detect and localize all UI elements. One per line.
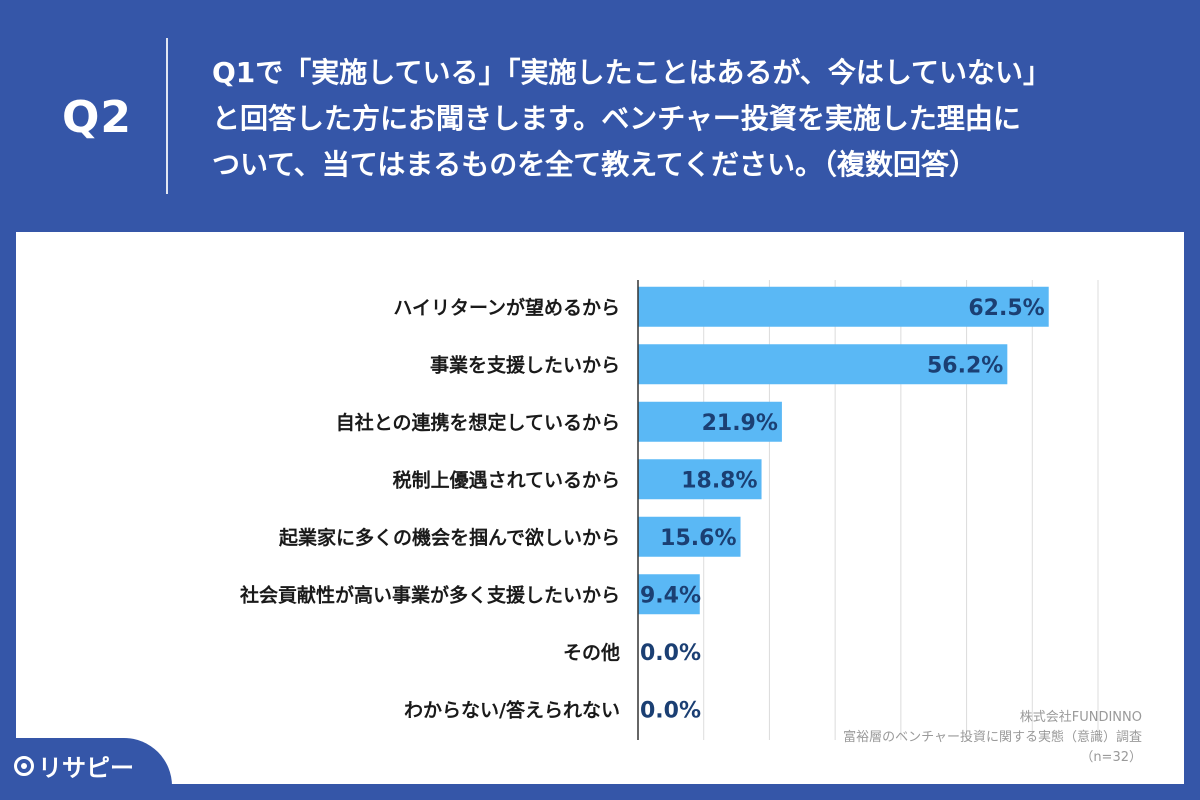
question-text: Q1で「実施している」「実施したことはあるが、今はしていない」 と回答した方にお… <box>212 50 1172 188</box>
question-header: Q2 Q1で「実施している」「実施したことはあるが、今はしていない」 と回答した… <box>0 0 1200 232</box>
header-divider <box>166 38 168 194</box>
bar-chart: ハイリターンが望めるから 62.5% 事業を支援したいから 56.2% 自社との連携を想… <box>239 280 1099 740</box>
value-label: 56.2% <box>927 353 1003 378</box>
chart-panel: ハイリターンが望めるから 62.5% 事業を支援したいから 56.2% 自社との連携を想… <box>16 232 1184 784</box>
logo: リサピー <box>14 748 134 783</box>
value-label: 0.0% <box>640 698 701 723</box>
value-label: 0.0% <box>640 641 701 666</box>
bar <box>638 574 700 615</box>
pin-icon <box>14 755 34 776</box>
logo-area: リサピー <box>0 738 172 800</box>
category-label: 起業家に多くの機会を掴んで欲しいから <box>278 526 620 549</box>
category-label: わからない/答えられない <box>404 698 620 721</box>
bar <box>638 286 1049 327</box>
value-label: 15.6% <box>660 526 736 551</box>
category-label: 事業を支援したいから <box>430 353 620 376</box>
category-label: ハイリターンが望めるから <box>393 296 620 319</box>
value-label: 9.4% <box>640 583 701 608</box>
category-label: その他 <box>563 641 620 664</box>
question-line-2: と回答した方にお聞きします。ベンチャー投資を実施した理由に <box>212 102 1021 135</box>
category-label: 社会貢献性が高い事業が多く支援したいから <box>239 583 620 606</box>
value-label: 18.8% <box>681 468 757 493</box>
bar <box>638 516 741 557</box>
value-label: 21.9% <box>702 411 778 436</box>
credit-sample: （n=32） <box>1080 750 1142 765</box>
question-line-3: ついて、当てはまるものを全て教えてください。（複数回答） <box>212 148 977 181</box>
question-number: Q2 <box>62 92 133 143</box>
category-label: 自社との連携を想定しているから <box>336 411 620 434</box>
question-line-1: Q1で「実施している」「実施したことはあるが、今はしていない」 <box>212 56 1052 89</box>
bar <box>638 459 762 500</box>
value-label: 62.5% <box>968 296 1044 321</box>
category-label: 税制上優遇されているから <box>393 468 620 491</box>
credit-survey: 富裕層のベンチャー投資に関する実態（意識）調査 <box>843 730 1142 745</box>
credit-company: 株式会社FUNDINNO <box>1019 710 1142 725</box>
bar <box>638 401 782 442</box>
logo-text: リサピー <box>38 754 134 782</box>
bar <box>638 344 1008 385</box>
credit: 株式会社FUNDINNO 富裕層のベンチャー投資に関する実態（意識）調査 （n=… <box>843 708 1142 768</box>
